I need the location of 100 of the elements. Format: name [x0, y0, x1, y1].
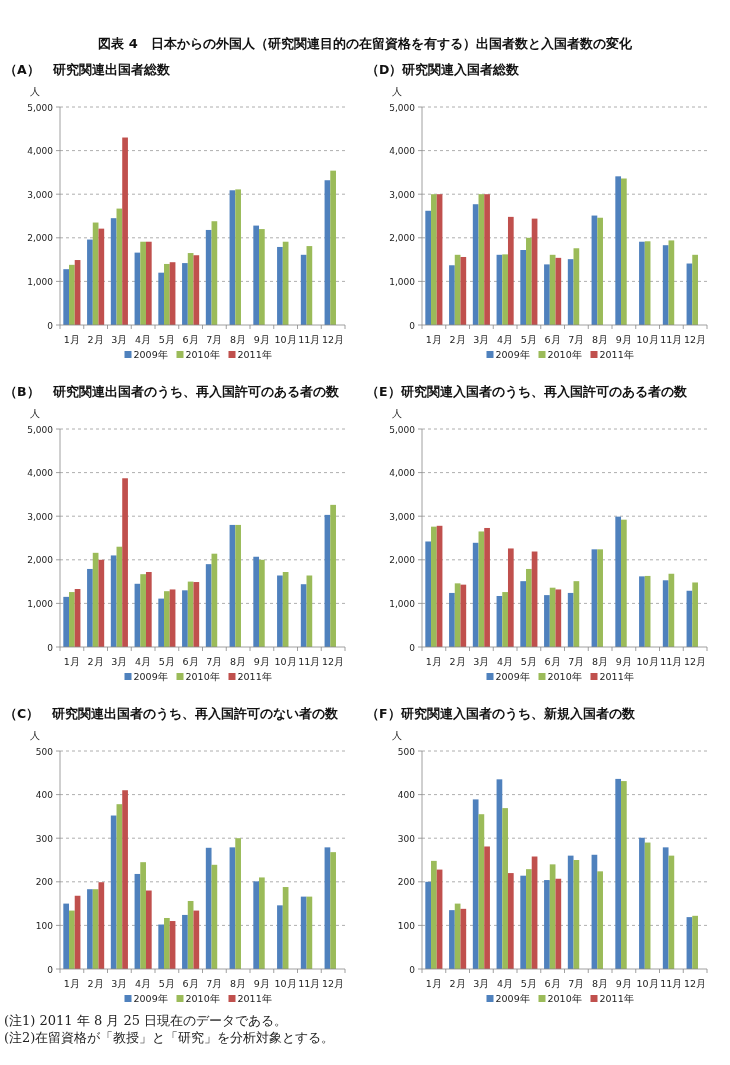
bar — [615, 516, 622, 647]
x-tick-label: 11月 — [660, 334, 683, 345]
bar — [431, 526, 437, 647]
x-tick-label: 10月 — [274, 978, 297, 989]
y-tick-label: 3,000 — [27, 189, 54, 200]
y-tick-label: 5,000 — [27, 102, 54, 113]
x-tick-label: 1月 — [63, 656, 80, 667]
bar — [300, 584, 307, 647]
legend-label: 2011年 — [237, 349, 272, 360]
legend-label: 2011年 — [237, 671, 272, 682]
bar — [164, 917, 170, 969]
bar — [164, 591, 170, 647]
bar — [122, 478, 128, 647]
x-tick-label: 11月 — [298, 334, 321, 345]
y-tick-label: 300 — [397, 833, 416, 844]
x-tick-label: 9月 — [253, 334, 270, 345]
bar — [544, 880, 550, 969]
x-tick-label: 7月 — [568, 656, 585, 667]
y-axis-title: 人 — [30, 730, 40, 741]
bar — [145, 890, 152, 969]
bar — [662, 847, 669, 969]
bar — [692, 254, 698, 325]
bar — [520, 875, 527, 969]
chart-title: （C） 研究関連出国者のうち、再入国許可のない者の数 — [4, 706, 340, 721]
bar — [460, 908, 467, 969]
y-tick-label: 2,000 — [389, 555, 416, 566]
legend-label: 2009年 — [133, 993, 168, 1004]
x-tick-label: 10月 — [636, 978, 659, 989]
bar — [567, 592, 574, 647]
bar — [87, 239, 93, 325]
x-tick-label: 5月 — [158, 656, 175, 667]
bar — [193, 910, 200, 969]
legend-label: 2010年 — [185, 671, 220, 682]
x-tick-label: 11月 — [298, 978, 321, 989]
bar — [597, 217, 603, 325]
x-tick-label: 5月 — [520, 334, 537, 345]
bar — [597, 871, 603, 969]
bar — [330, 852, 336, 969]
x-tick-label: 2月 — [87, 334, 104, 345]
x-tick-label: 1月 — [63, 978, 80, 989]
bar — [205, 564, 212, 647]
x-tick-label: 10月 — [274, 334, 297, 345]
bar — [526, 568, 532, 647]
bar — [69, 910, 75, 969]
bar — [639, 241, 645, 325]
bar — [692, 915, 698, 969]
bar — [621, 781, 627, 969]
chart-title: （E）研究関連入国者のうち、再入国許可のある者の数 — [366, 384, 688, 399]
bar — [425, 210, 432, 325]
x-tick-label: 3月 — [473, 334, 490, 345]
x-tick-label: 10月 — [274, 656, 297, 667]
chart-title: （D）研究関連入国者総数 — [366, 62, 521, 77]
y-tick-label: 0 — [47, 642, 54, 653]
x-tick-label: 12月 — [322, 656, 345, 667]
bar — [484, 846, 490, 969]
bar — [145, 572, 152, 647]
x-tick-label: 4月 — [497, 978, 514, 989]
bar — [235, 524, 241, 647]
y-tick-label: 100 — [397, 920, 416, 931]
y-tick-label: 5,000 — [389, 102, 416, 113]
x-tick-label: 3月 — [111, 656, 128, 667]
y-tick-label: 3,000 — [27, 511, 54, 522]
bar — [555, 878, 562, 969]
bar — [235, 838, 241, 969]
x-tick-label: 4月 — [135, 334, 152, 345]
x-tick-label: 6月 — [182, 656, 199, 667]
bar — [425, 541, 432, 647]
bar — [615, 778, 622, 969]
x-tick-label: 3月 — [111, 334, 128, 345]
y-tick-label: 1,000 — [27, 598, 54, 609]
y-tick-label: 200 — [35, 877, 54, 888]
x-tick-label: 8月 — [592, 334, 609, 345]
x-tick-label: 5月 — [158, 978, 175, 989]
x-tick-label: 2月 — [87, 978, 104, 989]
y-tick-label: 2,000 — [27, 233, 54, 244]
x-tick-label: 11月 — [298, 656, 321, 667]
x-tick-label: 2月 — [449, 978, 466, 989]
bar — [425, 881, 432, 969]
bar — [621, 178, 627, 325]
legend-label: 2010年 — [185, 993, 220, 1004]
y-axis-title: 人 — [30, 86, 40, 97]
bar — [472, 799, 479, 969]
x-tick-label: 9月 — [615, 656, 632, 667]
legend-label: 2011年 — [599, 671, 634, 682]
bar — [597, 549, 603, 647]
bar — [449, 265, 455, 325]
x-tick-label: 2月 — [449, 334, 466, 345]
x-tick-label: 12月 — [322, 978, 345, 989]
bar — [526, 237, 532, 325]
y-tick-label: 3,000 — [389, 511, 416, 522]
bar — [98, 228, 105, 325]
bar — [193, 255, 200, 325]
bar — [277, 246, 283, 325]
x-tick-label: 11月 — [660, 978, 683, 989]
y-axis-title: 人 — [392, 730, 402, 741]
bar — [145, 241, 152, 325]
y-tick-label: 2,000 — [389, 233, 416, 244]
bar — [662, 245, 669, 325]
bar — [520, 250, 527, 325]
y-tick-label: 400 — [35, 790, 54, 801]
